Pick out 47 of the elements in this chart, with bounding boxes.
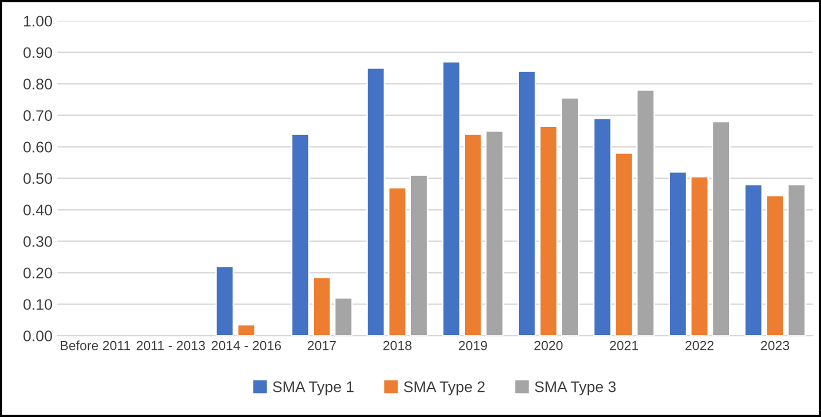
bar — [518, 70, 536, 336]
bar — [312, 276, 332, 336]
bar — [766, 194, 784, 336]
x-tick-label: Before 2011 — [60, 340, 130, 350]
bar — [690, 176, 709, 336]
y-tick-label: 0.20 — [23, 268, 52, 278]
x-tick-label: 2018 — [383, 340, 412, 350]
y-tick-label: 0.90 — [23, 47, 52, 58]
y-tick-label: 0.60 — [23, 142, 52, 152]
bar — [636, 89, 655, 336]
y-tick-label: 0.40 — [23, 204, 52, 216]
y-tick-label: 0.30 — [23, 236, 52, 247]
bar — [366, 67, 386, 336]
legend-label: SMA Type 1 — [272, 381, 354, 396]
bar — [744, 184, 763, 336]
bar — [442, 61, 461, 336]
x-tick-label: 2021 — [610, 340, 638, 350]
bar — [334, 297, 353, 336]
bar — [215, 266, 234, 336]
bar — [668, 171, 688, 336]
bar — [539, 126, 558, 336]
bar — [485, 130, 504, 336]
x-tick-label: 2017 — [308, 340, 336, 350]
legend-label: SMA Type 3 — [534, 381, 616, 396]
y-tick-label: 0.00 — [23, 330, 52, 342]
bar — [593, 118, 612, 336]
bar — [290, 133, 310, 336]
x-tick-label: 2011 - 2013 — [136, 340, 205, 350]
bar — [410, 174, 428, 336]
legend-label: SMA Type 2 — [404, 381, 485, 396]
x-tick-label: 2022 — [685, 340, 714, 350]
y-tick-label: 0.70 — [23, 110, 52, 121]
x-tick-label: 2023 — [761, 340, 790, 350]
bar — [236, 324, 256, 336]
bar — [712, 120, 730, 336]
y-tick-label: 1.00 — [24, 16, 52, 27]
bar — [614, 152, 634, 336]
x-tick-label: 2014 - 2016 — [212, 340, 281, 350]
bar — [787, 184, 806, 336]
bar — [388, 187, 407, 336]
x-tick-label: 2019 — [458, 340, 487, 350]
y-tick-label: 0.10 — [23, 299, 52, 310]
bar — [560, 97, 580, 336]
y-tick-label: 0.80 — [23, 78, 52, 90]
bar — [464, 133, 482, 336]
x-tick-label: 2020 — [534, 340, 563, 350]
y-tick-label: 0.50 — [23, 173, 52, 184]
